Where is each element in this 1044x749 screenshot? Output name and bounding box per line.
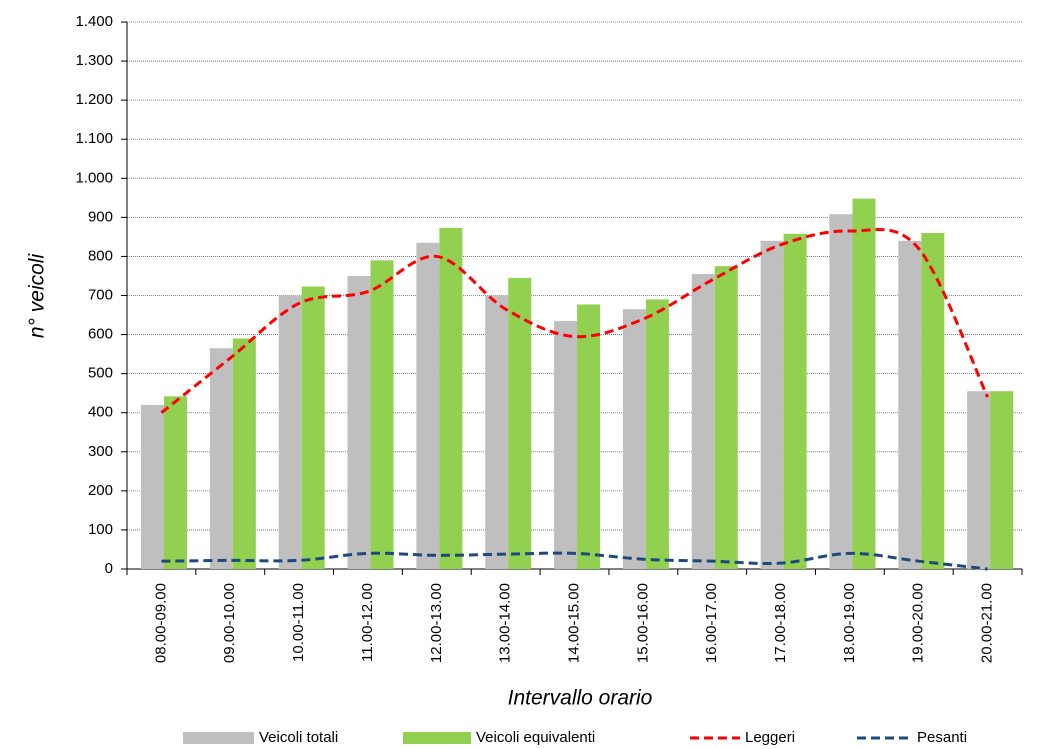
x-tick-label: 18.00-19.00 <box>841 583 858 663</box>
legend-swatch <box>403 732 471 744</box>
bar <box>416 242 440 569</box>
bar <box>898 240 922 570</box>
x-tick-label: 15.00-16.00 <box>634 583 651 663</box>
y-axis-title: n° veicoli <box>26 253 49 339</box>
x-tick-label: 17.00-18.00 <box>772 583 789 663</box>
bar <box>554 320 578 569</box>
x-tick-label: 12.00-13.00 <box>428 583 445 663</box>
bar <box>439 227 463 569</box>
bar <box>783 233 807 569</box>
bar <box>622 309 646 569</box>
x-tick-label: 08.00-09.00 <box>152 583 169 663</box>
bar <box>691 274 715 569</box>
x-tick-label: 14.00-15.00 <box>565 583 582 663</box>
bar <box>829 214 853 569</box>
y-tick-label: 800 <box>88 247 113 264</box>
bar <box>347 275 371 569</box>
x-tick-label: 16.00-17.00 <box>703 583 720 663</box>
bar <box>967 391 991 569</box>
y-tick-label: 600 <box>88 326 113 343</box>
bar <box>760 240 784 570</box>
x-tick-label: 10.00-11.00 <box>290 583 307 662</box>
legend-label: Veicoli equivalenti <box>476 729 595 746</box>
bar <box>921 232 945 569</box>
x-tick-label: 09.00-10.00 <box>221 583 238 663</box>
y-tick-label: 1.400 <box>75 13 113 30</box>
bar <box>164 396 187 569</box>
bar <box>645 299 669 569</box>
bar <box>485 295 509 569</box>
y-tick-label: 1.300 <box>75 52 113 69</box>
y-tick-label: 0 <box>105 560 113 577</box>
x-tick-label: 13.00-14.00 <box>497 583 514 663</box>
bar <box>508 277 532 569</box>
bar <box>852 198 876 570</box>
bar <box>990 391 1014 569</box>
legend-label: Pesanti <box>917 729 967 746</box>
bar <box>301 286 325 569</box>
legend-label: Leggeri <box>745 729 795 746</box>
bar <box>577 304 601 569</box>
y-tick-label: 1.200 <box>75 91 113 108</box>
line <box>161 551 988 571</box>
bar <box>714 266 738 569</box>
bar <box>370 260 394 569</box>
bar <box>278 295 302 569</box>
y-tick-label: 900 <box>88 208 113 225</box>
y-tick-label: 1.100 <box>75 130 113 147</box>
x-tick-label: 11.00-12.00 <box>359 583 376 662</box>
legend-label: Veicoli totali <box>259 729 338 746</box>
x-axis-title: Intervallo orario <box>508 687 653 710</box>
bar <box>209 348 233 569</box>
bar <box>141 404 164 569</box>
bar <box>232 338 256 569</box>
y-tick-label: 100 <box>88 521 113 538</box>
x-tick-label: 20.00-21.00 <box>979 583 996 663</box>
line <box>160 228 989 414</box>
y-tick-label: 700 <box>88 286 113 303</box>
y-tick-label: 1.000 <box>75 169 113 186</box>
y-tick-label: 400 <box>88 404 113 421</box>
legend-swatch <box>183 732 254 744</box>
y-tick-label: 500 <box>88 365 113 382</box>
x-tick-label: 19.00-20.00 <box>910 583 927 663</box>
y-tick-label: 300 <box>88 443 113 460</box>
y-tick-label: 200 <box>88 482 113 499</box>
